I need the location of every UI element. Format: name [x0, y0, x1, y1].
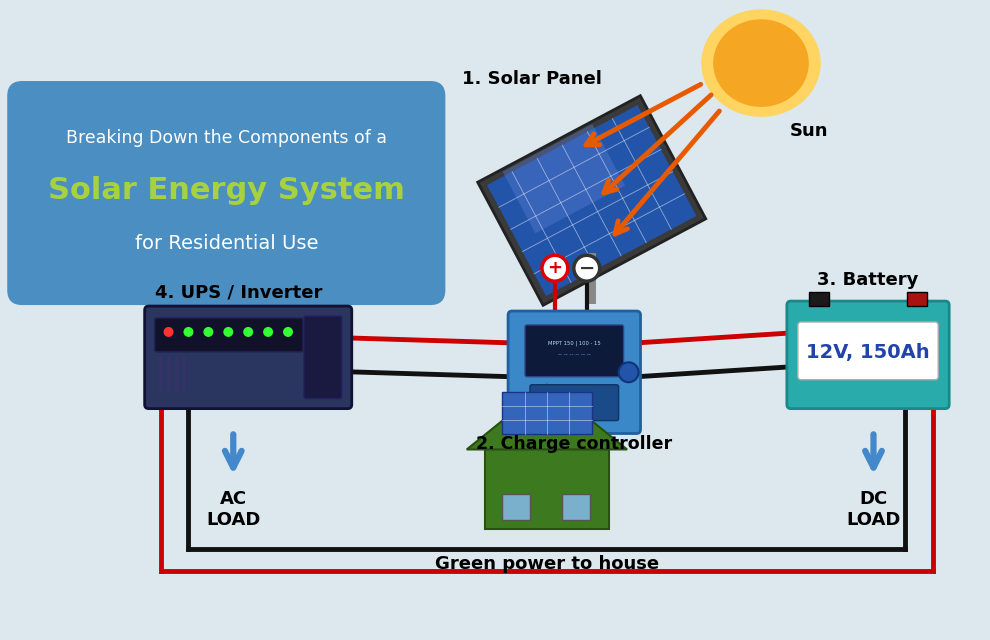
FancyBboxPatch shape: [508, 311, 641, 433]
Polygon shape: [477, 96, 706, 305]
Circle shape: [619, 362, 639, 382]
Text: Green power to house: Green power to house: [435, 555, 659, 573]
Circle shape: [163, 327, 173, 337]
FancyBboxPatch shape: [787, 301, 949, 408]
Text: Breaking Down the Components of a: Breaking Down the Components of a: [65, 129, 387, 147]
Text: 12V, 150Ah: 12V, 150Ah: [806, 343, 930, 362]
Text: Sun: Sun: [790, 122, 828, 140]
Text: +: +: [547, 259, 562, 277]
Text: −: −: [578, 259, 595, 278]
FancyBboxPatch shape: [798, 322, 939, 380]
FancyBboxPatch shape: [809, 292, 829, 306]
Text: DC
LOAD: DC LOAD: [846, 490, 901, 529]
Polygon shape: [503, 124, 625, 233]
Text: 2. Charge controller: 2. Charge controller: [476, 435, 672, 454]
Circle shape: [224, 327, 234, 337]
Text: 3. Battery: 3. Battery: [818, 271, 919, 289]
Circle shape: [574, 255, 600, 281]
Text: for Residential Use: for Residential Use: [135, 234, 318, 253]
FancyBboxPatch shape: [502, 494, 530, 520]
FancyBboxPatch shape: [154, 318, 303, 352]
FancyBboxPatch shape: [304, 316, 342, 399]
Circle shape: [183, 327, 193, 337]
Text: AC
LOAD: AC LOAD: [206, 490, 260, 529]
Text: Solar Energy System: Solar Energy System: [48, 176, 405, 205]
Text: -- -- -- -- -- --: -- -- -- -- -- --: [558, 353, 591, 357]
Ellipse shape: [701, 10, 821, 117]
Text: MPPT 150 | 100 - 15: MPPT 150 | 100 - 15: [547, 340, 601, 346]
Circle shape: [263, 327, 273, 337]
FancyBboxPatch shape: [525, 325, 624, 377]
Text: 1. Solar Panel: 1. Solar Panel: [462, 70, 602, 88]
Circle shape: [542, 255, 568, 281]
FancyBboxPatch shape: [562, 494, 590, 520]
FancyBboxPatch shape: [908, 292, 928, 306]
FancyBboxPatch shape: [485, 449, 609, 529]
Polygon shape: [466, 385, 627, 449]
Text: 4. UPS / Inverter: 4. UPS / Inverter: [154, 283, 322, 301]
Circle shape: [244, 327, 253, 337]
FancyBboxPatch shape: [7, 81, 446, 305]
FancyBboxPatch shape: [502, 392, 592, 433]
Polygon shape: [487, 105, 696, 296]
Ellipse shape: [713, 19, 809, 107]
Circle shape: [203, 327, 214, 337]
FancyBboxPatch shape: [145, 306, 351, 408]
FancyBboxPatch shape: [530, 385, 619, 420]
Circle shape: [283, 327, 293, 337]
